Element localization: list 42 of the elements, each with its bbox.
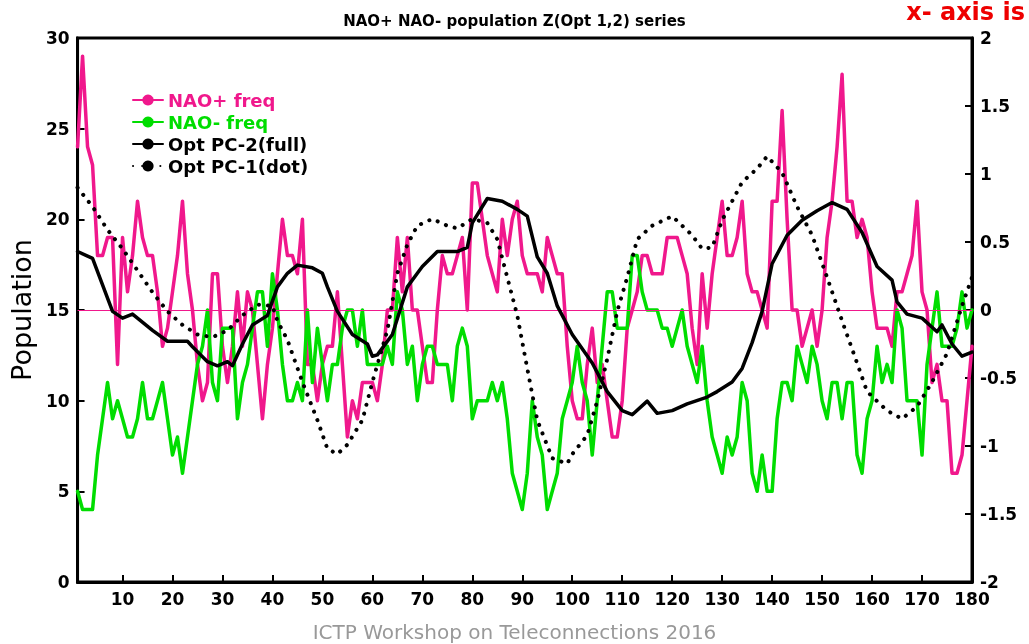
y2-tick-label: 0 (980, 300, 992, 320)
y2-tick-label: -0.5 (980, 368, 1018, 388)
y2-tick-label: -1.5 (980, 504, 1018, 524)
x-tick-label: 80 (460, 588, 485, 609)
y-tick-label: 10 (45, 390, 70, 411)
x-tick-label: 50 (310, 588, 335, 609)
x-tick-label: 60 (360, 588, 385, 609)
y-tick-label: 30 (45, 28, 70, 48)
y-tick-label: 25 (45, 118, 70, 139)
x-tick-label: 140 (754, 588, 791, 609)
y2-tick-label: 0.5 (980, 232, 1011, 252)
x-tick-label: 160 (854, 588, 890, 609)
y2-tick-label: 1 (980, 164, 992, 184)
x-tick-label: 100 (554, 588, 591, 609)
y2-tick-label: -1 (980, 436, 999, 456)
x-tick-label: 90 (510, 588, 535, 609)
x-tick-label: 10 (110, 588, 135, 609)
x-tick-label: 120 (654, 588, 691, 609)
legend-label: Opt PC-1(dot) (168, 155, 309, 177)
text: x- axis is (906, 0, 1026, 26)
y2-tick-label: 2 (980, 28, 992, 48)
x-tick-label: 150 (804, 588, 840, 609)
legend-label: NAO+ freq (168, 89, 276, 111)
x-tick-label: 40 (260, 588, 285, 609)
x-tick-label: 70 (410, 588, 435, 609)
y-tick-label: 0 (57, 572, 70, 592)
legend-label: Opt PC-2(full) (168, 133, 308, 155)
y-axis-title: Population (6, 239, 37, 381)
line-series (75, 253, 974, 512)
text: ICTP Workshop on Teleconnections 2016 (312, 620, 717, 644)
y-tick-label: 5 (57, 481, 70, 502)
y2-tick-label: 1.5 (980, 96, 1011, 116)
line-series (75, 54, 974, 475)
x-tick-label: 170 (904, 588, 940, 609)
y-tick-label: 20 (45, 209, 70, 230)
x-tick-label: 30 (210, 588, 235, 609)
y-tick-label: 15 (45, 300, 70, 320)
chart-title: NAO+ NAO- population Z(Opt 1,2) series (343, 11, 686, 30)
x-tick-label: 110 (604, 588, 641, 609)
x-tick-label: 20 (160, 588, 185, 609)
x-tick-label: 130 (704, 588, 741, 609)
legend-label: NAO- freq (168, 111, 269, 133)
